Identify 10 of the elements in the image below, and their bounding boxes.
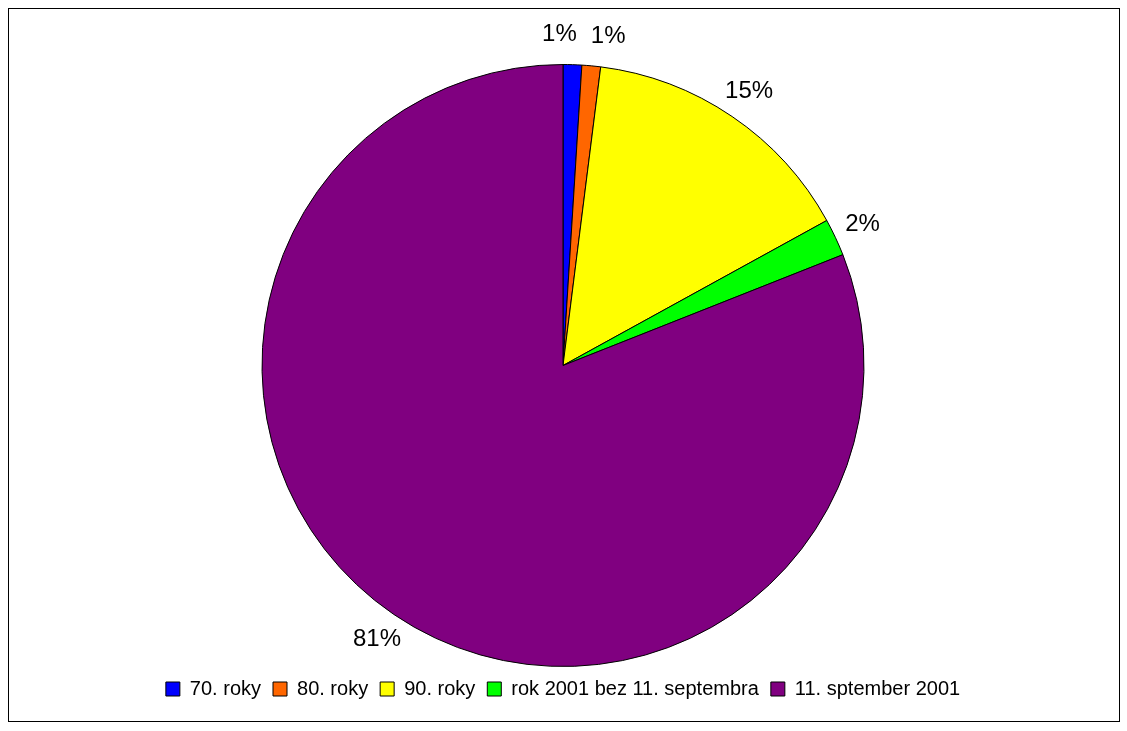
legend-label: 70. roky: [189, 676, 262, 699]
data-label: 15%: [725, 76, 774, 104]
legend-label: 11. sptember 2001: [794, 676, 961, 699]
legend-label: 90. roky: [404, 676, 476, 699]
data-label: 2%: [845, 209, 880, 237]
data-label: 1%: [590, 20, 626, 48]
data-label: 81%: [352, 623, 401, 651]
legend-label: 80. roky: [297, 676, 369, 699]
legend-label: rok 2001 bez 11. septembra: [511, 676, 760, 699]
data-label: 1%: [542, 19, 577, 47]
